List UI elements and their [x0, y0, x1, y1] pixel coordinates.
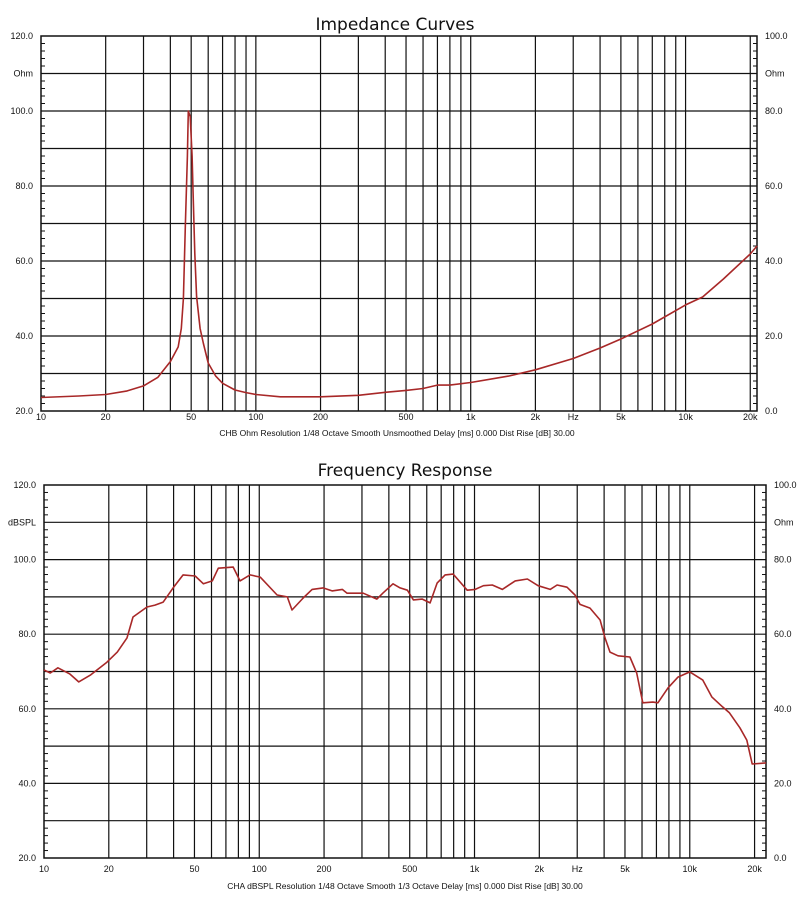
x-tick-label: 20 [104, 864, 114, 874]
y-tick-label-left: 80.0 [18, 629, 36, 639]
y-tick-label-left: 100.0 [10, 106, 33, 116]
x-unit-label: Hz [572, 864, 583, 874]
x-tick-label: 50 [189, 864, 199, 874]
x-tick-label: 5k [616, 412, 626, 422]
x-tick-label: 500 [402, 864, 417, 874]
plot-frame [43, 484, 767, 859]
x-tick-label: 1k [470, 864, 480, 874]
x-tick-label: 20k [747, 864, 762, 874]
y-unit-label-right: Ohm [774, 517, 794, 527]
plot-frame [40, 35, 758, 412]
y-unit-label-left: dBSPL [8, 517, 36, 527]
y-unit-label-right: Ohm [765, 69, 785, 79]
y-tick-label-left: 20.0 [18, 853, 36, 863]
y-tick-label-left: 40.0 [18, 778, 36, 788]
x-tick-label: 50 [186, 412, 196, 422]
impedance-chart: Impedance Curves CHB Ohm Resolution 1/48… [10, 15, 787, 438]
y-tick-label-right: 80.0 [774, 555, 792, 565]
y-tick-label-left: 20.0 [15, 406, 33, 416]
x-tick-label: 5k [620, 864, 630, 874]
y-tick-label-right: 40.0 [765, 256, 783, 266]
x-tick-label: 2k [535, 864, 545, 874]
chart-footer: CHA dBSPL Resolution 1/48 Octave Smooth … [227, 881, 583, 891]
y-tick-label-left: 60.0 [15, 256, 33, 266]
y-unit-label-left: Ohm [13, 69, 33, 79]
x-tick-label: 10 [39, 864, 49, 874]
y-tick-label-right: 80.0 [765, 106, 783, 116]
y-tick-label-right: 100.0 [774, 480, 797, 490]
x-unit-label: Hz [568, 412, 579, 422]
y-tick-label-right: 20.0 [765, 331, 783, 341]
chart-footer: CHB Ohm Resolution 1/48 Octave Smooth Un… [219, 428, 575, 438]
x-tick-label: 10k [678, 412, 693, 422]
y-tick-label-left: 120.0 [10, 31, 33, 41]
y-tick-label-right: 60.0 [765, 181, 783, 191]
chart-title: Frequency Response [318, 461, 493, 481]
y-tick-label-left: 60.0 [18, 704, 36, 714]
y-tick-label-right: 20.0 [774, 778, 792, 788]
x-tick-label: 100 [248, 412, 263, 422]
y-tick-label-left: 100.0 [13, 555, 36, 565]
y-tick-label-right: 40.0 [774, 704, 792, 714]
y-tick-label-right: 0.0 [765, 406, 778, 416]
series-line [40, 110, 758, 399]
y-tick-label-right: 100.0 [765, 31, 788, 41]
x-tick-label: 100 [252, 864, 267, 874]
x-tick-label: 20 [101, 412, 111, 422]
x-tick-label: 10k [683, 864, 698, 874]
frequency-response-chart: Frequency Response CHA dBSPL Resolution … [8, 461, 797, 891]
y-tick-label-left: 80.0 [15, 181, 33, 191]
series-line [43, 566, 767, 765]
x-tick-label: 200 [313, 412, 328, 422]
y-tick-label-left: 40.0 [15, 331, 33, 341]
y-tick-label-right: 0.0 [774, 853, 787, 863]
x-tick-label: 200 [317, 864, 332, 874]
y-tick-label-right: 60.0 [774, 629, 792, 639]
x-tick-label: 1k [466, 412, 476, 422]
x-tick-label: 10 [36, 412, 46, 422]
y-tick-label-left: 120.0 [13, 480, 36, 490]
x-tick-label: 500 [399, 412, 414, 422]
chart-title: Impedance Curves [315, 15, 474, 35]
x-tick-label: 20k [743, 412, 758, 422]
x-tick-label: 2k [531, 412, 541, 422]
